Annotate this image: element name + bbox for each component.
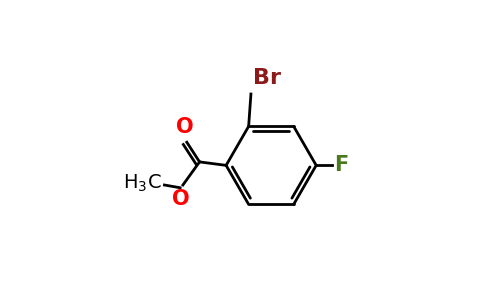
- Text: F: F: [334, 155, 348, 176]
- Text: H$_3$C: H$_3$C: [123, 173, 162, 194]
- Text: O: O: [172, 189, 190, 209]
- Text: O: O: [176, 117, 193, 137]
- Text: Br: Br: [253, 68, 281, 88]
